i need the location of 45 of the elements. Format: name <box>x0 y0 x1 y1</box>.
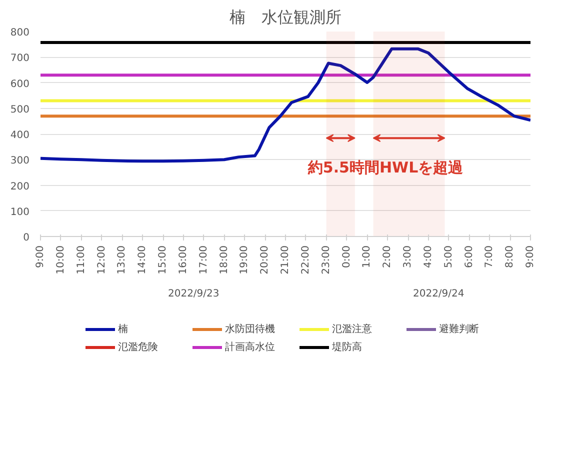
x-tick-label: 11:00 <box>76 245 87 274</box>
legend-label: 氾濫注意 <box>332 322 373 336</box>
x-tick-label: 1:00 <box>362 245 373 268</box>
x-tick-label: 10:00 <box>55 245 66 274</box>
x-tick-label: 5:00 <box>443 245 454 268</box>
x-tick-label: 6:00 <box>464 245 475 268</box>
y-tick-label: 400 <box>10 130 30 141</box>
x-tick-label: 15:00 <box>158 245 168 274</box>
y-tick-label: 800 <box>10 28 30 38</box>
x-tick-label: 0:00 <box>341 245 352 268</box>
x-tick-label: 2:00 <box>382 245 394 268</box>
x-tick-label: 19:00 <box>239 245 250 274</box>
y-tick-label: 200 <box>10 181 30 192</box>
x-tick-label: 17:00 <box>198 245 210 274</box>
x-tick-label: 9:00 <box>525 245 536 268</box>
x-tick-label: 22:00 <box>300 245 312 274</box>
legend-label: 計画高水位 <box>225 340 276 354</box>
x-tick-label: 12:00 <box>96 245 108 274</box>
y-tick-label: 0 <box>23 232 30 244</box>
legend-label: 水防団待機 <box>225 322 276 336</box>
text: 2022/9/24 <box>412 288 464 300</box>
x-tick-label: 13:00 <box>116 245 128 274</box>
x-tick-label: 20:00 <box>260 245 271 274</box>
legend-label: 避難判断 <box>439 322 480 336</box>
x-tick-label: 8:00 <box>504 245 516 268</box>
y-tick-label: 600 <box>10 78 30 90</box>
x-tick-label: 4:00 <box>422 245 434 268</box>
x-tick-label: 18:00 <box>218 245 230 274</box>
x-tick-label: 23:00 <box>320 245 332 274</box>
chart-title: 楠 水位観測所 <box>230 8 342 26</box>
text: 2022/9/23 <box>168 288 220 300</box>
legend-label: 氾濫危険 <box>118 341 159 354</box>
x-tick-label: 7:00 <box>484 245 496 268</box>
x-tick-label: 21:00 <box>280 245 291 274</box>
y-tick-label: 300 <box>10 156 30 167</box>
y-tick-label: 700 <box>10 53 30 64</box>
y-tick-label: 500 <box>10 104 30 116</box>
y-tick-label: 100 <box>10 206 30 218</box>
x-tick-label: 16:00 <box>178 245 189 274</box>
annotation: 約5.5時間HWLを超過 <box>306 158 464 177</box>
x-tick-label: 3:00 <box>402 245 414 268</box>
legend-label: 堤防高 <box>332 340 363 354</box>
x-tick-label: 14:00 <box>137 245 148 274</box>
x-tick-label: 9:00 <box>35 245 46 268</box>
legend-label: 楠 <box>118 322 129 336</box>
